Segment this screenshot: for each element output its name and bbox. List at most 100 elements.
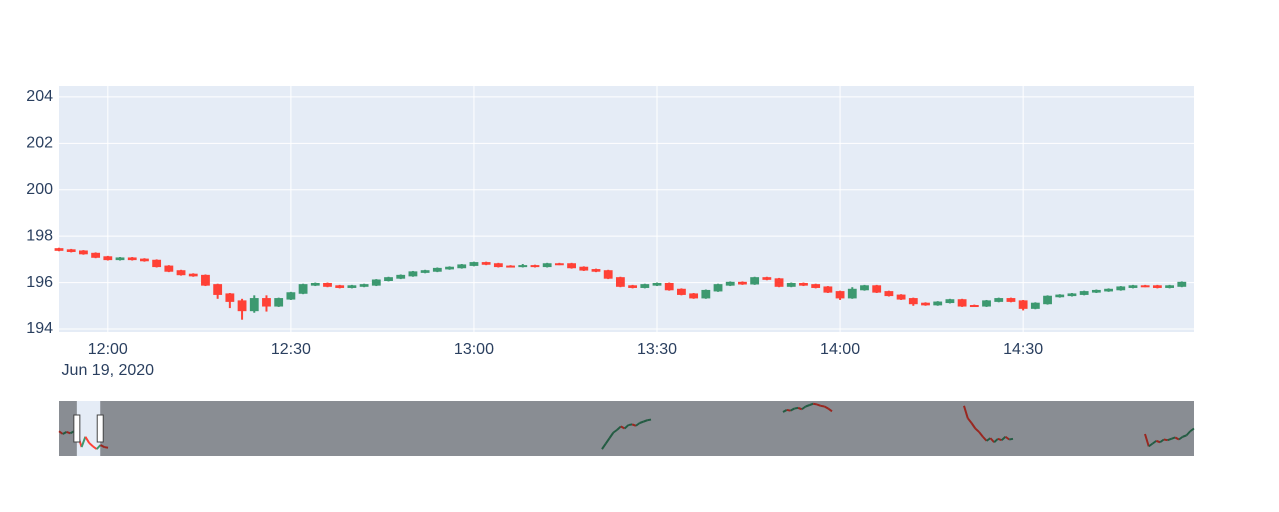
- candle-body: [603, 270, 613, 279]
- slider-trace: [62, 431, 68, 435]
- candle-body: [274, 298, 284, 307]
- candle-body: [982, 300, 991, 307]
- candle-body: [628, 285, 638, 288]
- candle-body: [1079, 291, 1089, 295]
- candle-body: [872, 285, 882, 293]
- slider-trace: [786, 408, 791, 412]
- slider-trace: [997, 437, 1003, 442]
- candle-body: [493, 263, 503, 268]
- candle-body: [1128, 285, 1138, 288]
- candle-body: [994, 298, 1004, 302]
- candle-body: [54, 248, 64, 251]
- candle-body: [78, 250, 88, 255]
- candle-body: [579, 266, 589, 271]
- candle-body: [384, 277, 393, 281]
- y-tick-label: 204: [26, 88, 53, 105]
- candle-body: [213, 284, 223, 295]
- x-tick-label: 12:00: [88, 341, 128, 358]
- slider-handle[interactable]: [96, 414, 104, 443]
- candle-body: [249, 298, 259, 312]
- candle-body: [457, 264, 467, 269]
- slider-handle[interactable]: [73, 414, 81, 443]
- slider-trace: [1004, 435, 1010, 441]
- slider-trace: [1171, 436, 1176, 440]
- candle-body: [640, 284, 650, 288]
- candle-body: [1165, 285, 1175, 288]
- slider-mask: [100, 401, 1194, 456]
- candle-body: [1006, 298, 1016, 302]
- candle-body: [1140, 285, 1150, 288]
- y-tick-label: 202: [26, 135, 53, 152]
- slider-trace: [1148, 442, 1154, 448]
- candles: [54, 247, 1187, 320]
- candle-body: [506, 265, 515, 268]
- slider-trace: [1182, 434, 1187, 438]
- slider-trace: [631, 423, 637, 427]
- candle-body: [237, 300, 247, 312]
- slider-trace: [1151, 440, 1157, 445]
- candle-body: [225, 293, 235, 302]
- slider-trace: [978, 431, 984, 438]
- slider-trace: [1185, 430, 1191, 437]
- slider-trace: [812, 402, 818, 406]
- slider-trace: [92, 445, 98, 450]
- candle-body: [652, 282, 662, 286]
- slider-background: [59, 401, 1194, 456]
- slider-trace: [989, 437, 995, 443]
- candle-body: [738, 281, 747, 285]
- candle-body: [762, 277, 772, 280]
- candle-body: [445, 266, 454, 270]
- candle-body: [432, 267, 442, 272]
- candle-body: [420, 270, 430, 273]
- slider-trace: [805, 404, 810, 408]
- candle-body: [908, 298, 918, 305]
- candle-body: [408, 271, 418, 277]
- candle-body: [567, 263, 576, 269]
- candle-body: [140, 258, 149, 262]
- candle-body: [957, 299, 967, 307]
- candle-body: [664, 282, 674, 291]
- candle-body: [1018, 300, 1028, 309]
- candle-body: [554, 263, 564, 266]
- candle-body: [884, 291, 894, 297]
- candle-body: [921, 302, 930, 306]
- candle-body: [371, 279, 381, 286]
- candle-body: [689, 293, 699, 299]
- candle-body: [359, 284, 369, 287]
- candle-body: [1067, 293, 1077, 297]
- candle-body: [1055, 294, 1065, 298]
- candle-body: [725, 281, 735, 286]
- slider-trace: [782, 409, 788, 413]
- candle-body: [1116, 286, 1126, 291]
- candle-body: [152, 259, 162, 268]
- slider-trace: [1001, 436, 1007, 441]
- slider-trace: [80, 436, 87, 448]
- candle-body: [860, 285, 869, 291]
- candle-body: [750, 277, 760, 285]
- x-date-label: Jun 19, 2020: [62, 362, 155, 379]
- candle-body: [347, 285, 357, 288]
- slider-trace: [1144, 433, 1150, 447]
- candle-body: [310, 282, 320, 286]
- candle-body: [615, 277, 625, 287]
- slider-trace: [963, 405, 969, 419]
- slider-trace: [986, 437, 991, 442]
- candle-body: [677, 288, 686, 295]
- slider-trace: [1178, 435, 1184, 441]
- slider-trace: [974, 427, 980, 433]
- slider-trace: [794, 406, 799, 410]
- slider-trace: [95, 444, 102, 450]
- slider-trace: [1163, 438, 1168, 442]
- slider-trace: [801, 405, 807, 411]
- x-tick-label: 13:00: [454, 341, 494, 358]
- candle-body: [1104, 288, 1113, 292]
- candle-body: [1091, 289, 1101, 293]
- range-slider[interactable]: [58, 401, 1195, 456]
- y-tick-label: 198: [26, 227, 53, 244]
- slider-trace: [1155, 439, 1161, 444]
- slider-trace: [820, 404, 825, 408]
- x-tick-label: 13:30: [637, 341, 677, 358]
- slider-trace: [608, 432, 615, 439]
- candle-body: [188, 273, 198, 277]
